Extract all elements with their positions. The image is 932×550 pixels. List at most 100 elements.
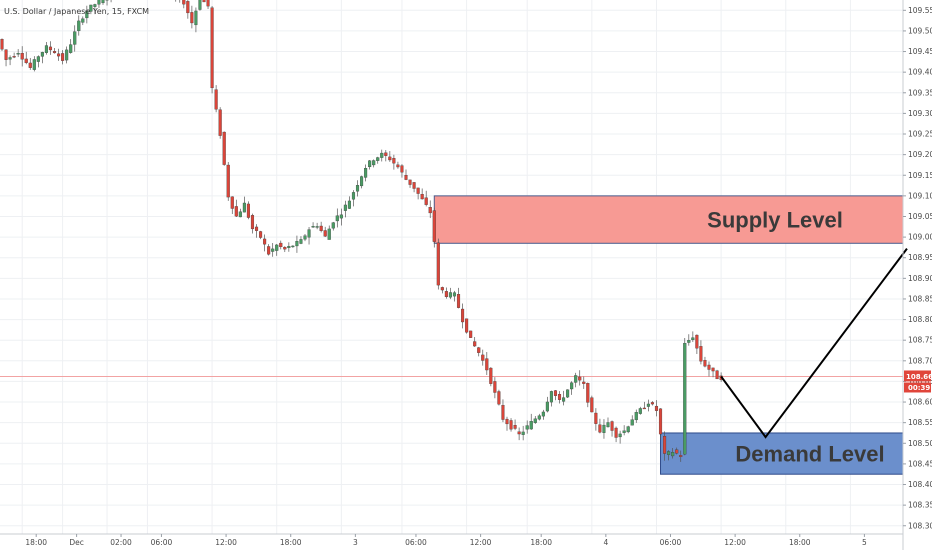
y-tick-label: 108.550 (908, 418, 932, 427)
candle-down (61, 53, 65, 61)
candle-down (497, 391, 501, 405)
candle-down (440, 287, 444, 291)
y-tick-label: 108.950 (908, 253, 932, 262)
candle-down (428, 207, 432, 214)
candle-down (186, 1, 190, 14)
candle-up (525, 425, 529, 430)
x-tick-label: 12:00 (470, 538, 492, 547)
candle-down (481, 354, 485, 361)
candle-up (351, 192, 356, 200)
candle-up (101, 0, 105, 4)
candle-up (574, 375, 578, 383)
candle-down (48, 46, 53, 51)
candle-down (182, 0, 186, 5)
candle-up (8, 57, 12, 60)
candle-down (650, 402, 654, 405)
candle-up (549, 391, 553, 403)
candle-up (311, 226, 315, 228)
candle-up (295, 241, 299, 247)
demand-zone (660, 432, 904, 475)
current-price-label: 108.662 (906, 373, 932, 381)
candle-up (667, 451, 671, 455)
candle-down (57, 53, 61, 57)
candle-up (634, 412, 638, 421)
candle-down (707, 364, 711, 370)
time-axis[interactable]: 18:00 Dec 02:00 06:00 12:00 18:00 3 06:00 12:00 1… (0, 533, 903, 547)
candle-down (4, 49, 8, 60)
candle-down (703, 360, 707, 367)
price-axis[interactable]: 108.300 108.350 108.400 108.450 108.500 108.5… (902, 0, 932, 550)
candle-down (477, 347, 481, 353)
y-tick-label: 108.400 (908, 480, 932, 489)
candle-up (343, 204, 347, 211)
candle-up (16, 53, 20, 55)
candle-up (452, 292, 457, 297)
candle-down (699, 346, 703, 362)
candle-up (529, 421, 533, 430)
y-tick-label: 109.000 (908, 233, 932, 242)
candle-down (254, 226, 259, 231)
candle-down (412, 182, 416, 189)
candle-down (614, 427, 618, 438)
candle-down (323, 230, 327, 237)
candle-down (501, 405, 505, 420)
candle-down (513, 425, 517, 429)
candle-up (368, 160, 372, 168)
x-tick-label: 18:00 (280, 538, 302, 547)
candle-down (234, 206, 238, 217)
candle-up (327, 228, 331, 240)
x-tick-label: 4 (603, 538, 608, 547)
candle-down (642, 407, 646, 410)
candle-down (408, 179, 412, 185)
candle-down (675, 449, 679, 454)
candle-up (36, 56, 40, 62)
supply-zone (433, 195, 904, 244)
candle-up (194, 10, 198, 26)
candle-down (658, 408, 663, 435)
candle-up (671, 452, 675, 457)
y-tick-label: 109.550 (908, 6, 932, 15)
y-tick-label: 108.750 (908, 336, 932, 345)
candle-up (683, 342, 687, 455)
candle-up (97, 0, 101, 5)
candle-down (695, 334, 699, 349)
candle-down (578, 376, 582, 381)
candle-up (347, 200, 351, 209)
y-tick-label: 109.100 (908, 191, 932, 200)
y-tick-label: 108.600 (908, 398, 932, 407)
candle-down (283, 246, 287, 250)
candle-up (77, 20, 81, 32)
candle-up (638, 408, 642, 414)
candle-down (654, 405, 659, 411)
candle-down (711, 367, 715, 372)
candle-up (533, 418, 537, 423)
candle-down (424, 197, 428, 205)
candle-down (557, 394, 562, 400)
candle-down (432, 210, 436, 242)
candle-up (93, 4, 97, 7)
candle-down (404, 175, 408, 180)
candle-down (715, 370, 719, 380)
candle-up (541, 411, 545, 417)
candle-up (545, 401, 549, 412)
candle-up (32, 59, 36, 70)
candle-down (384, 152, 388, 156)
candle-down (222, 131, 226, 165)
candle-down (206, 0, 210, 7)
candle-down (505, 418, 509, 425)
y-tick-label: 109.250 (908, 130, 932, 139)
candle-down (461, 308, 465, 323)
candle-down (246, 203, 250, 218)
y-tick-label: 109.400 (908, 68, 932, 77)
candle-down (553, 390, 558, 396)
candle-up (622, 430, 626, 433)
countdown-tag (904, 382, 931, 393)
candle-down (0, 39, 4, 50)
candle-down (52, 51, 57, 54)
candle-down (400, 165, 404, 173)
candle-up (40, 52, 44, 57)
candle-down (214, 89, 218, 110)
candle-up (448, 292, 452, 298)
y-tick-label: 108.700 (908, 356, 932, 365)
